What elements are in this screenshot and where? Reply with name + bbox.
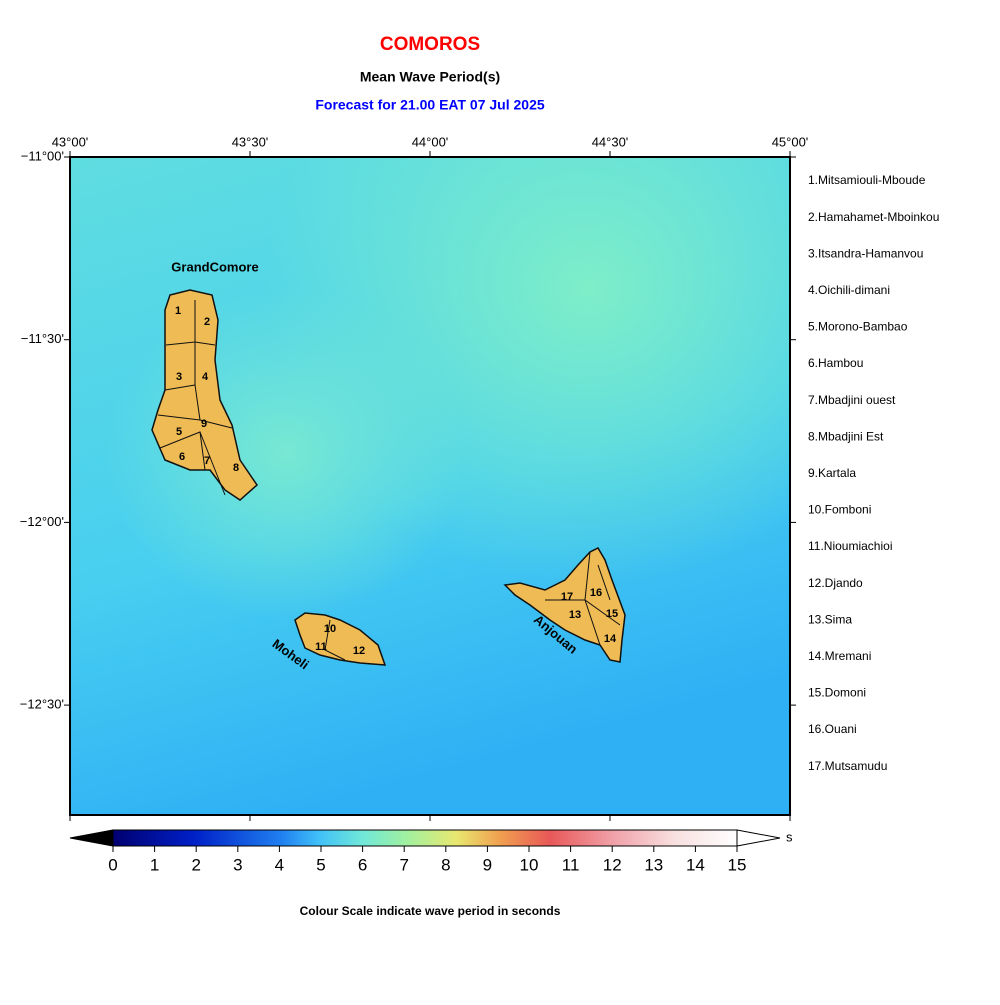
islands — [151, 289, 626, 666]
lat-label: −12°30' — [20, 697, 64, 712]
legend-entry: 16.Ouani — [808, 722, 857, 736]
colorbar-label: 12 — [603, 855, 622, 874]
legend-entry: 4.Oichili-dimani — [808, 283, 890, 297]
map — [69, 156, 791, 816]
colorbar-label: 15 — [728, 855, 747, 874]
region-number: 15 — [606, 608, 618, 620]
legend-entry: 17.Mutsamudu — [808, 759, 887, 773]
legend-entry: 5.Morono-Bambao — [808, 320, 908, 334]
region-number: 13 — [569, 609, 581, 621]
legend-entry: 15.Domoni — [808, 686, 866, 700]
lat-label: −11°00' — [21, 148, 64, 163]
legend-entry: 1.Mitsamiouli-Mboude — [808, 173, 926, 187]
colorbar-over — [736, 829, 781, 847]
region-number: 16 — [590, 587, 602, 599]
colorbar-label: 5 — [316, 855, 325, 874]
subtitle: Mean Wave Period(s) — [360, 69, 500, 85]
legend-entry: 8.Mbadjini Est — [808, 429, 884, 443]
lon-label: 44°00' — [412, 134, 449, 149]
colorbar-label: 10 — [520, 855, 539, 874]
sea-shade — [70, 157, 790, 815]
lat-label: −11°30' — [21, 331, 64, 346]
colorbar-label: 11 — [562, 855, 580, 874]
colorbar-label: 2 — [191, 855, 200, 874]
region-number: 1 — [175, 305, 181, 317]
region-number: 2 — [204, 316, 210, 328]
region-number: 7 — [204, 455, 210, 467]
colorbar-unit: s — [786, 829, 793, 844]
island — [294, 612, 387, 666]
legend-entry: 3.Itsandra-Hamanvou — [808, 246, 923, 260]
legend-entry: 6.Hambou — [808, 356, 863, 370]
region-number: 5 — [176, 426, 182, 438]
region-number: 4 — [202, 371, 209, 383]
colorbar-caption: Colour Scale indicate wave period in sec… — [300, 904, 561, 918]
region-number: 12 — [353, 645, 365, 657]
region-number: 11 — [315, 641, 327, 653]
legend-entry: 12.Djando — [808, 576, 863, 590]
region-number: 6 — [179, 451, 185, 463]
colorbar-label: 0 — [108, 855, 117, 874]
colorbar-bar — [112, 829, 738, 847]
colorbar-label: 13 — [644, 855, 663, 874]
island — [151, 289, 258, 501]
region-borders — [157, 300, 621, 661]
region-number: 10 — [324, 623, 336, 635]
region-number: 8 — [233, 462, 239, 474]
lon-label: 43°30' — [232, 134, 269, 149]
legend-entry: 9.Kartala — [808, 466, 856, 480]
legend-entry: 7.Mbadjini ouest — [808, 393, 896, 407]
title: COMOROS — [380, 34, 480, 55]
lat-label: −12°00' — [20, 514, 64, 529]
colorbar-label: 4 — [275, 855, 284, 874]
colorbar-label: 7 — [399, 855, 408, 874]
region-number: 14 — [604, 633, 617, 645]
colorbar: s 0 1 2 3 4 5 6 7 8 9 10 11 12 13 14 15 — [69, 829, 793, 874]
legend-entry: 14.Mremani — [808, 649, 871, 663]
forecast: Forecast for 21.00 EAT 07 Jul 2025 — [315, 97, 545, 113]
legend-entry: 13.Sima — [808, 612, 852, 626]
legend-entry: 11.Nioumiachioi — [808, 539, 893, 553]
lon-label: 43°00' — [52, 134, 89, 149]
region-number: 3 — [176, 371, 182, 383]
lon-label: 45°00' — [772, 134, 809, 149]
region-number: 9 — [201, 418, 207, 430]
island-name: GrandComore — [171, 259, 258, 274]
lon-label: 44°30' — [592, 134, 629, 149]
colorbar-under — [69, 829, 114, 847]
island — [503, 547, 626, 663]
colorbar-label: 3 — [233, 855, 242, 874]
legend-entry: 10.Fomboni — [808, 503, 871, 517]
colorbar-label: 8 — [441, 855, 450, 874]
legend-entry: 2.Hamahamet-Mboinkou — [808, 210, 939, 224]
colorbar-label: 14 — [686, 855, 705, 874]
colorbar-label: 9 — [483, 855, 492, 874]
colorbar-label: 6 — [358, 855, 367, 874]
region-number: 17 — [561, 591, 573, 603]
colorbar-label: 1 — [150, 855, 159, 874]
